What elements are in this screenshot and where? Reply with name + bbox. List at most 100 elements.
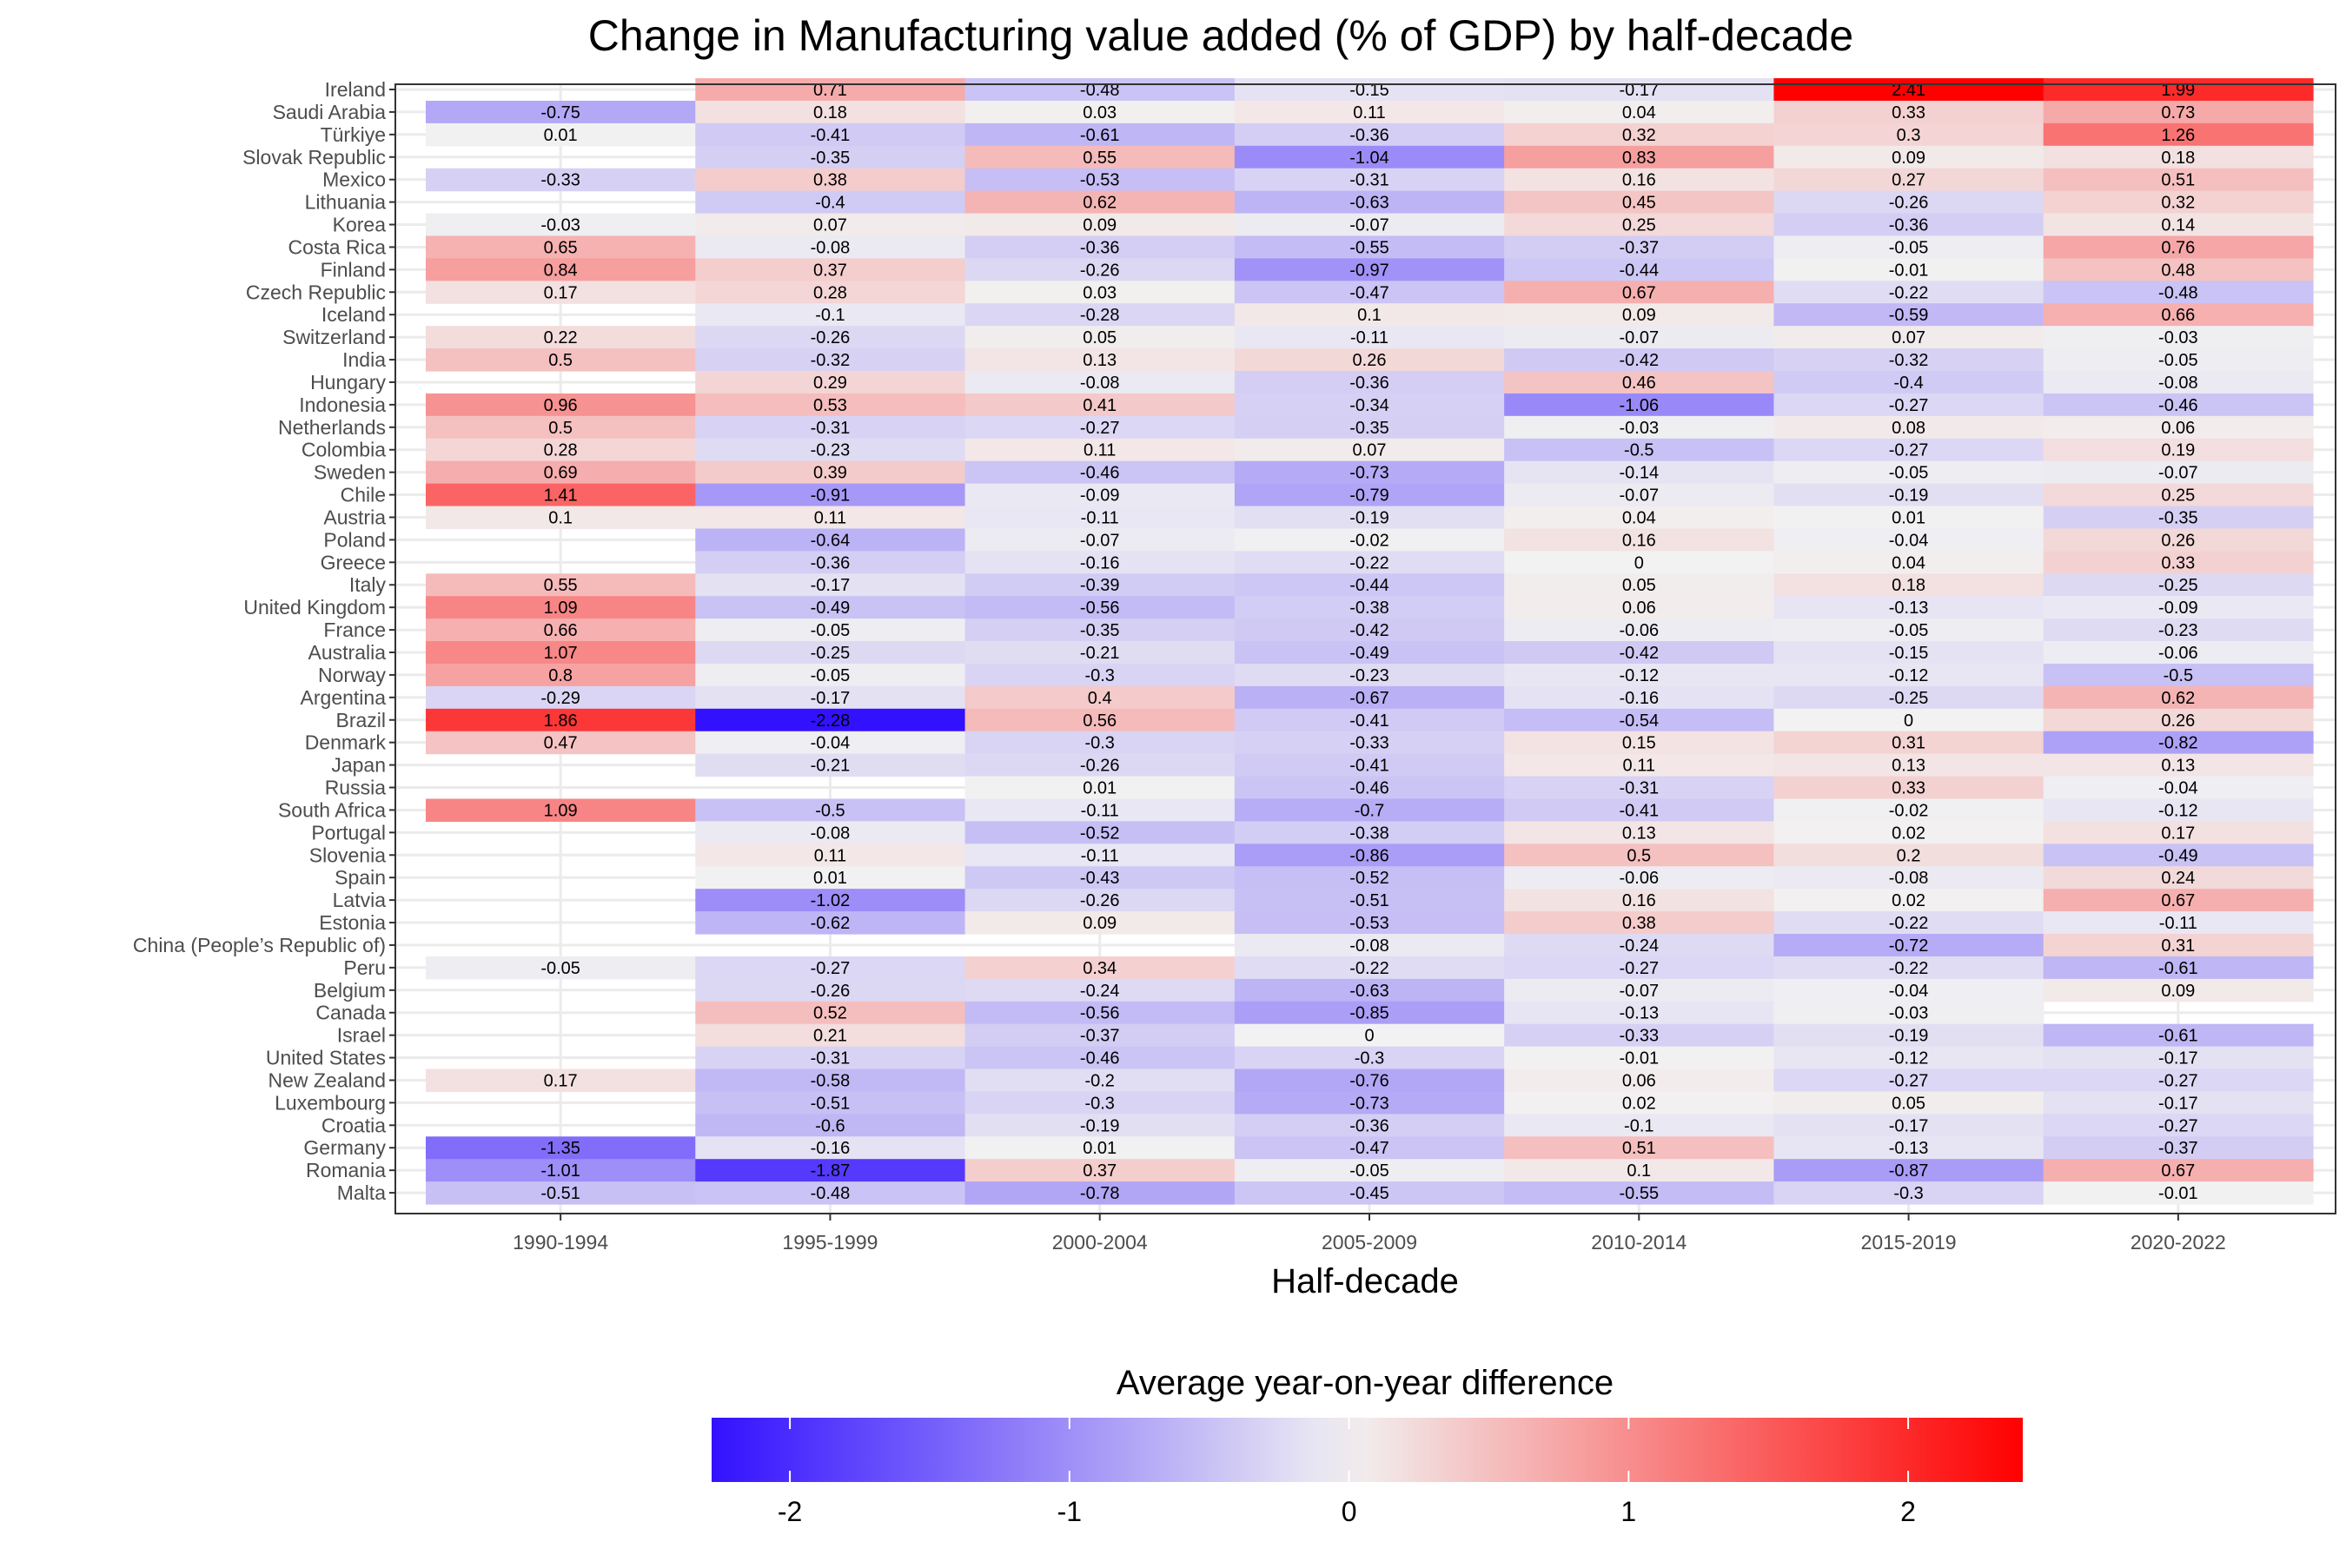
cell-value-label: 0.07 xyxy=(1892,328,1925,347)
cell-value-label: -1.06 xyxy=(1619,396,1659,415)
heatmap-cell xyxy=(964,573,1236,597)
heatmap-cell xyxy=(1773,753,2044,777)
cell-value-label: 0.09 xyxy=(1892,149,1925,168)
color-legend: Average year-on-year difference -2 -1 0 1 2 xyxy=(712,1364,2023,1527)
x-tick-label: 2010-2014 xyxy=(1591,1231,1687,1254)
cell-value-label: 0.01 xyxy=(1892,508,1925,527)
cell-value-label: -0.22 xyxy=(1889,914,1929,933)
cell-value-label: -0.3 xyxy=(1084,1094,1114,1113)
cell-value-label: 0.26 xyxy=(1353,351,1387,370)
cell-value-label: -0.07 xyxy=(1619,328,1659,347)
heatmap-cell xyxy=(1504,866,1775,890)
heatmap-cell xyxy=(1234,100,1505,124)
heatmap-cell xyxy=(426,708,696,732)
cell-value-label: -0.17 xyxy=(2158,1094,2198,1113)
heatmap-cell xyxy=(964,190,1236,215)
cell-value-label: -0.05 xyxy=(811,666,851,685)
cell-value-label: -0.73 xyxy=(1349,1094,1389,1113)
y-tick-label: Costa Rica xyxy=(288,235,387,258)
heatmap-cell xyxy=(1773,844,2044,867)
heatmap-cell xyxy=(1773,866,2044,890)
cell-value-label: -0.11 xyxy=(1350,328,1388,347)
cell-value-label: -0.46 xyxy=(1349,779,1389,798)
cell-value-label: 0.5 xyxy=(548,419,573,438)
cell-value-label: 0.32 xyxy=(1622,126,1656,145)
heatmap-cell xyxy=(695,528,966,552)
cell-value-label: -0.04 xyxy=(1889,982,1929,1001)
heatmap-cell xyxy=(964,235,1236,259)
heatmap-cell xyxy=(964,438,1236,462)
y-tick-label: Brazil xyxy=(335,709,386,731)
cell-value-label: -0.17 xyxy=(1889,1116,1929,1135)
heatmap-cell xyxy=(1234,551,1505,574)
heatmap-cell xyxy=(1234,122,1505,147)
cell-value-label: 0.83 xyxy=(1622,149,1656,168)
heatmap-cell xyxy=(426,1068,696,1093)
cell-value-label: -0.02 xyxy=(1349,531,1389,550)
heatmap-cell xyxy=(695,753,966,777)
heatmap-cell xyxy=(695,1091,966,1115)
heatmap-cell xyxy=(2043,415,2314,440)
heatmap-cell xyxy=(1504,460,1775,485)
heatmap-cell xyxy=(695,641,966,665)
heatmap-cell xyxy=(1504,281,1775,304)
cell-value-label: 0.51 xyxy=(2161,171,2195,190)
y-tick-label: Japan xyxy=(331,754,386,777)
heatmap-cell xyxy=(426,168,696,192)
cell-value-label: 1.09 xyxy=(544,599,578,618)
cell-value-label: -0.26 xyxy=(811,982,851,1001)
heatmap-cell xyxy=(2043,326,2314,349)
heatmap-cell xyxy=(1773,460,2044,485)
heatmap-cell xyxy=(1504,1046,1775,1070)
heatmap-cell xyxy=(1234,1181,1505,1205)
heatmap-cell xyxy=(964,956,1236,980)
heatmap-cell xyxy=(1234,415,1505,440)
cell-value-label: -0.04 xyxy=(2158,779,2198,798)
cell-value-label: -0.1 xyxy=(815,306,845,325)
heatmap-cell xyxy=(964,798,1236,822)
cell-value-label: -0.41 xyxy=(811,126,851,145)
heatmap-cell xyxy=(426,641,696,665)
heatmap-cell xyxy=(1504,1159,1775,1182)
heatmap-cell xyxy=(1234,506,1505,530)
heatmap-cell xyxy=(695,1023,966,1048)
heatmap-cell xyxy=(1504,619,1775,642)
heatmap-cell xyxy=(695,1181,966,1205)
heatmap-cell xyxy=(1773,1136,2044,1160)
cell-value-label: -0.12 xyxy=(2158,801,2198,820)
heatmap-cell xyxy=(1234,685,1505,710)
cell-value-label: -0.13 xyxy=(1619,1004,1659,1023)
heatmap-cell xyxy=(964,78,1236,102)
cell-value-label: -0.17 xyxy=(1619,81,1659,100)
cell-value-label: -0.06 xyxy=(2158,644,2198,663)
heatmap-cell xyxy=(2043,753,2314,777)
cell-value-label: -0.36 xyxy=(1349,126,1389,145)
y-tick-label: Spain xyxy=(335,866,386,889)
cell-value-label: 0.13 xyxy=(2161,757,2195,776)
cell-labels: 0.71 -0.48 -0.15 -0.17 2.41 1.99 -0.75 0.18 0.03… xyxy=(540,81,2197,1203)
y-tick-label: Saudi Arabia xyxy=(273,101,387,123)
heatmap-cell xyxy=(964,1068,1236,1093)
legend-tick-label: -2 xyxy=(778,1496,802,1527)
heatmap-cell xyxy=(695,911,966,935)
y-tick-label: South Africa xyxy=(278,798,386,821)
heatmap-cell xyxy=(1504,978,1775,1002)
heatmap-cell xyxy=(695,1136,966,1160)
heatmap-cell xyxy=(2043,145,2314,169)
cell-value-label: 1.41 xyxy=(544,486,578,506)
y-tick-label: Australia xyxy=(308,641,387,664)
cell-value-label: 0.73 xyxy=(2161,103,2195,122)
heatmap-cell xyxy=(1234,168,1505,192)
cell-value-label: 0.06 xyxy=(1622,599,1656,618)
x-tick-label: 1990-1994 xyxy=(513,1231,608,1254)
heatmap-cell xyxy=(964,776,1236,800)
cell-value-label: -0.46 xyxy=(1080,1049,1120,1068)
cell-value-label: -0.52 xyxy=(1349,869,1389,888)
cell-value-label: -0.05 xyxy=(1889,621,1929,640)
heatmap-cell xyxy=(2043,1136,2314,1160)
heatmap-cell xyxy=(695,326,966,349)
cell-value-label: -0.34 xyxy=(1349,396,1389,415)
legend-tick-label: -1 xyxy=(1057,1496,1082,1527)
